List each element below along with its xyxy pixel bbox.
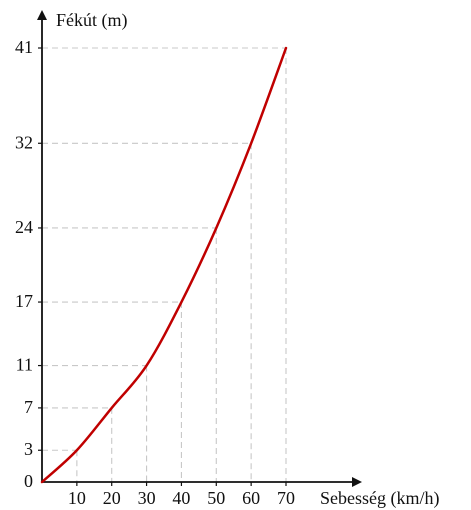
x-tick-label: 30 (138, 488, 156, 508)
x-tick-label: 40 (172, 488, 190, 508)
series-layer (40, 46, 288, 484)
y-tick-label: 41 (15, 37, 33, 57)
y-tick-label: 32 (15, 132, 33, 152)
origin-label: 0 (24, 471, 33, 491)
y-tick-label: 3 (24, 439, 33, 459)
x-tick-label: 20 (103, 488, 121, 508)
x-tick-label: 50 (207, 488, 225, 508)
y-tick-label: 11 (16, 355, 33, 375)
x-axis-title: Sebesség (km/h) (320, 488, 439, 509)
labels-layer: Fékút (m) Sebesség (km/h) 0 3 7 11 17 24 32 41… (15, 10, 439, 509)
braking-distance-line (40, 46, 288, 484)
y-axis-title: Fékút (m) (56, 10, 128, 31)
x-tick-label: 60 (242, 488, 260, 508)
y-tick-label: 17 (15, 291, 33, 311)
x-tick-label: 70 (277, 488, 295, 508)
grid-layer (42, 47, 287, 482)
y-tick-label: 7 (24, 397, 33, 417)
y-tick-label: 24 (15, 217, 33, 237)
axes-layer (37, 10, 362, 487)
x-tick-label: 10 (68, 488, 86, 508)
